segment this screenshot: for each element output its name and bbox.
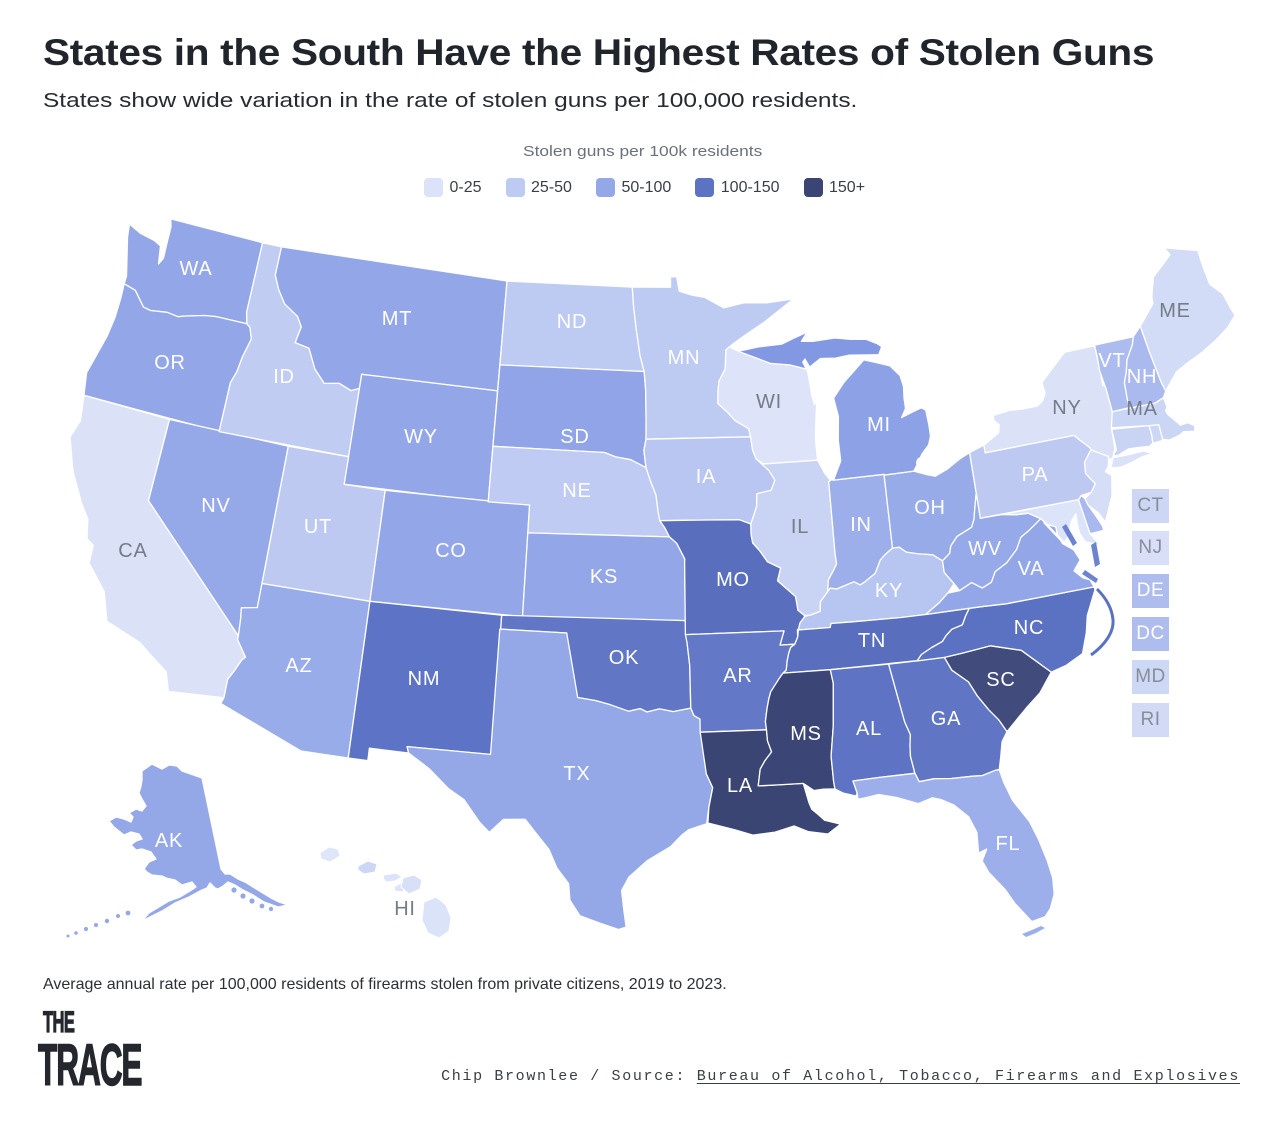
svg-text:IA: IA — [696, 466, 717, 488]
svg-text:IN: IN — [850, 514, 872, 536]
svg-text:WY: WY — [404, 426, 438, 448]
svg-text:MS: MS — [790, 723, 822, 745]
svg-text:OR: OR — [154, 352, 186, 374]
svg-text:KS: KS — [590, 566, 618, 588]
svg-text:TN: TN — [858, 630, 886, 652]
svg-text:NY: NY — [1052, 397, 1081, 419]
svg-text:IL: IL — [791, 516, 809, 538]
svg-text:CO: CO — [435, 540, 467, 562]
svg-text:MA: MA — [1126, 398, 1158, 420]
svg-text:OH: OH — [914, 497, 946, 519]
svg-text:SD: SD — [560, 426, 589, 448]
svg-text:MN: MN — [668, 347, 701, 369]
svg-text:GA: GA — [931, 708, 962, 730]
svg-text:NV: NV — [201, 495, 230, 517]
svg-text:TX: TX — [563, 763, 590, 785]
svg-text:NH: NH — [1127, 366, 1158, 388]
svg-text:KY: KY — [875, 580, 903, 602]
svg-text:MT: MT — [382, 308, 412, 330]
svg-text:SC: SC — [986, 669, 1015, 691]
svg-text:NE: NE — [562, 480, 591, 502]
svg-text:ND: ND — [557, 311, 588, 333]
svg-text:WI: WI — [756, 391, 782, 413]
svg-text:CA: CA — [118, 540, 147, 562]
svg-text:PA: PA — [1022, 464, 1049, 486]
svg-text:AK: AK — [155, 830, 183, 852]
svg-text:MI: MI — [867, 414, 891, 436]
svg-text:MO: MO — [716, 569, 750, 591]
svg-text:NC: NC — [1014, 617, 1045, 639]
svg-text:VA: VA — [1018, 558, 1045, 580]
svg-text:ME: ME — [1159, 300, 1191, 322]
svg-text:LA: LA — [727, 775, 753, 797]
svg-text:VT: VT — [1098, 350, 1125, 372]
svg-text:WV: WV — [968, 538, 1002, 560]
svg-text:AL: AL — [856, 718, 882, 740]
svg-text:WA: WA — [179, 258, 212, 280]
svg-text:HI: HI — [394, 898, 416, 920]
svg-text:NM: NM — [408, 668, 441, 690]
svg-text:AZ: AZ — [285, 655, 312, 677]
svg-text:FL: FL — [996, 833, 1021, 855]
svg-text:AR: AR — [723, 665, 752, 687]
svg-text:ID: ID — [273, 366, 295, 388]
svg-text:OK: OK — [609, 647, 640, 669]
svg-text:UT: UT — [304, 516, 332, 538]
